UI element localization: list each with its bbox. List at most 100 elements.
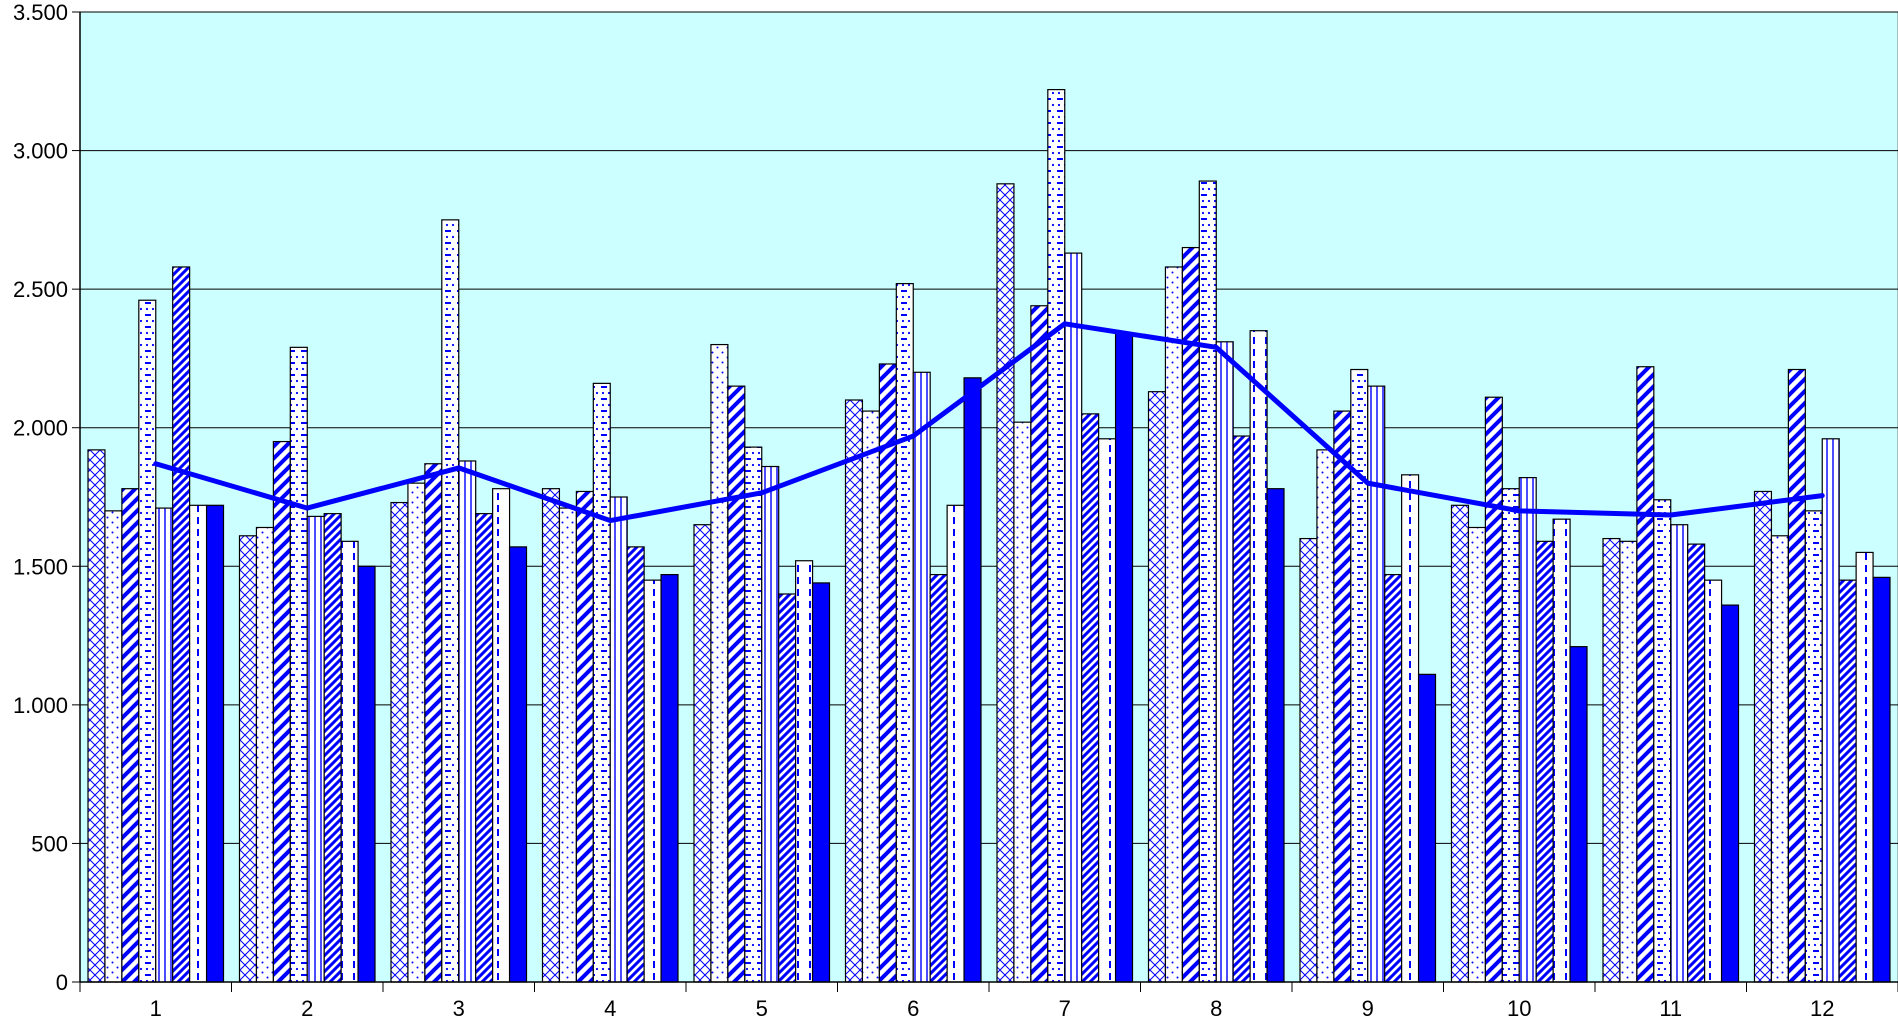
bar <box>963 377 982 983</box>
bar <box>1030 305 1049 983</box>
bar <box>87 449 106 983</box>
x-tick-label: 2 <box>301 996 313 1021</box>
bar <box>458 460 477 983</box>
x-tick-label: 1 <box>150 996 162 1021</box>
x-tick-labels: 1 2 3 4 5 6 7 8 9 10 11 12 <box>79 982 1898 1021</box>
bar <box>1602 537 1621 983</box>
bar <box>121 488 140 983</box>
bar <box>1687 543 1706 983</box>
x-tick-label: 4 <box>604 996 616 1021</box>
bar <box>155 507 174 983</box>
bar <box>255 526 274 983</box>
bar <box>1316 449 1335 983</box>
bar <box>1333 410 1352 983</box>
bar <box>626 546 645 983</box>
bar <box>710 343 729 983</box>
bar <box>238 535 258 983</box>
average-line <box>153 321 1825 524</box>
bar <box>778 593 797 983</box>
bar <box>1114 332 1134 983</box>
bar <box>1821 438 1840 983</box>
bar <box>861 410 880 983</box>
bar <box>1467 526 1486 983</box>
bar <box>1198 180 1217 983</box>
bar <box>441 219 460 983</box>
y-tick-label: 1.500 <box>13 554 68 579</box>
bar <box>1098 438 1117 983</box>
bar <box>609 496 628 983</box>
y-tick-label: 500 <box>31 831 68 856</box>
bar <box>1838 579 1857 983</box>
bar <box>357 565 376 983</box>
bar <box>1401 474 1420 983</box>
bar <box>1215 341 1234 983</box>
y-tick-label: 1.000 <box>13 693 68 718</box>
x-tick-label: 6 <box>907 996 919 1021</box>
bar <box>1501 488 1520 983</box>
bar <box>878 363 897 983</box>
bar <box>1872 576 1891 983</box>
bar <box>643 579 662 983</box>
bar <box>272 440 291 983</box>
bar <box>1569 646 1588 983</box>
y-tick-label: 2.000 <box>13 416 68 441</box>
bar <box>104 510 123 983</box>
bar <box>1384 573 1403 983</box>
bar <box>727 385 746 983</box>
bar <box>844 399 864 983</box>
bar <box>660 573 679 983</box>
bar <box>1181 246 1200 983</box>
bar <box>1047 88 1066 983</box>
bar <box>575 490 594 983</box>
bar <box>390 501 409 983</box>
bar <box>475 513 494 983</box>
bar <box>811 582 831 983</box>
y-tick-label: 2.500 <box>13 277 68 302</box>
bar <box>1249 330 1268 983</box>
bar <box>693 524 712 983</box>
bar <box>323 513 342 983</box>
bar <box>1081 413 1100 983</box>
bar <box>1704 579 1723 983</box>
bar <box>172 266 191 983</box>
bar <box>895 283 914 983</box>
bar <box>744 446 763 983</box>
y-tick-label: 0 <box>56 970 68 995</box>
line-series <box>153 321 1825 524</box>
bar <box>1450 504 1470 983</box>
x-tick-label: 9 <box>1362 996 1374 1021</box>
bar <box>795 560 814 983</box>
bar <box>306 515 325 983</box>
bar <box>1417 673 1437 983</box>
bar <box>761 465 780 983</box>
x-tick-label: 11 <box>1659 996 1682 1021</box>
bar <box>592 382 611 983</box>
bar <box>1636 366 1655 983</box>
bar <box>1552 518 1571 983</box>
bar <box>1013 421 1032 983</box>
x-tick-label: 5 <box>756 996 768 1021</box>
bar <box>138 299 157 983</box>
bar <box>1518 477 1537 983</box>
bar <box>996 183 1015 983</box>
bar <box>1787 368 1806 983</box>
gridlines <box>80 11 1898 844</box>
bar <box>1804 510 1823 983</box>
bar <box>1299 537 1318 983</box>
bar <box>289 346 308 983</box>
bar <box>541 488 561 983</box>
bar <box>1350 368 1369 983</box>
x-tick-label: 3 <box>453 996 465 1021</box>
x-tick-label: 8 <box>1210 996 1222 1021</box>
y-tick-label: 3.000 <box>13 139 68 164</box>
bar <box>1720 604 1740 983</box>
y-tick-labels: 0 500 1.000 1.500 2.000 2.500 3.000 3.500 <box>13 0 80 995</box>
x-tick-label: 10 <box>1507 996 1531 1021</box>
bar <box>1855 551 1874 983</box>
bar <box>946 504 965 983</box>
bar <box>912 371 931 983</box>
bar <box>1653 499 1672 983</box>
bar <box>407 482 426 983</box>
bar <box>1770 535 1789 983</box>
